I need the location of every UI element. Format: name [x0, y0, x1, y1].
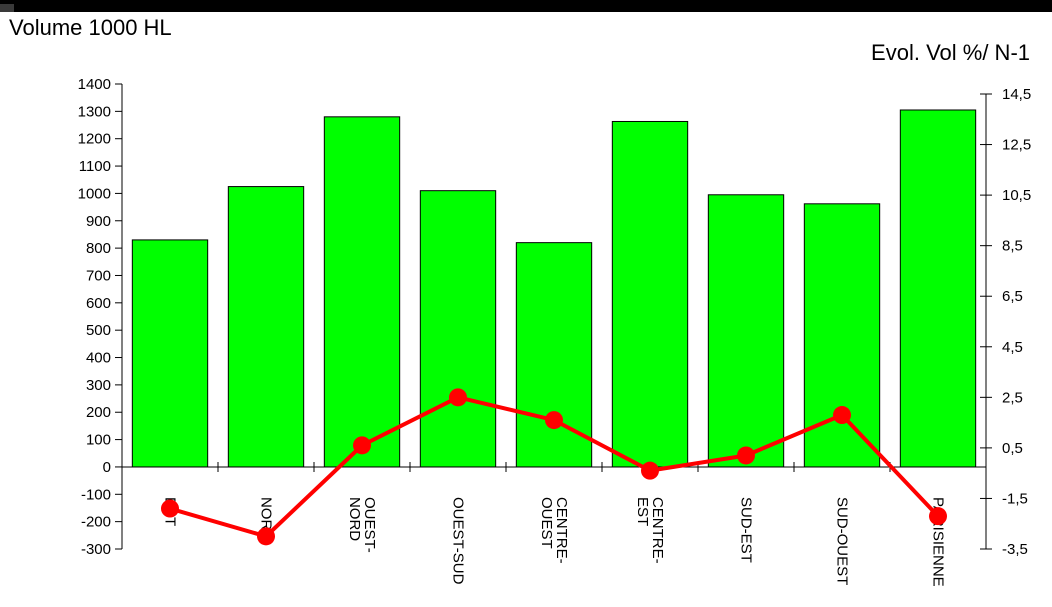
volume-bar — [515, 242, 593, 468]
evolution-point — [353, 436, 371, 455]
right-axis-tick-label: -1,5 — [1002, 490, 1028, 507]
category-label-line: CENTRE- — [553, 497, 570, 564]
right-axis-tick-label: 6,5 — [1002, 288, 1023, 305]
left-axis-tick-label: 500 — [86, 322, 111, 339]
left-axis-tick-label: 900 — [86, 213, 111, 230]
right-axis-tick-label: 10,5 — [1002, 187, 1031, 204]
category-label: CENTRE-OUEST — [538, 497, 570, 564]
category-label-line: OUEST — [538, 497, 555, 549]
title-bar-mark — [0, 4, 14, 12]
evolution-point — [737, 446, 755, 465]
evolution-point — [161, 499, 179, 518]
volume-bar — [899, 109, 977, 468]
category-label: OUEST-NORD — [346, 497, 378, 553]
left-axis-tick-label: 1400 — [78, 76, 111, 93]
category-label-line: SUD-OUEST — [834, 497, 851, 585]
category-label-line: NORD — [346, 497, 363, 541]
right-axis-tick-label: 14,5 — [1002, 86, 1031, 103]
category-label: SUD-OUEST — [834, 497, 851, 585]
category-label: SUD-EST — [738, 497, 755, 563]
left-axis-title: Volume 1000 HL — [9, 15, 172, 40]
right-axis-tick-label: 0,5 — [1002, 440, 1023, 457]
volume-bar — [611, 120, 689, 468]
right-axis: 14,5 12,5 10,5 8,5 6,5 4,5 2,5 0,5 -1,5 -3,5 — [980, 86, 1031, 558]
category-label: CENTRE-EST — [634, 497, 666, 564]
category-labels: ESTNORDOUEST-NORDOUEST-SUDCENTRE-OUESTCE… — [162, 497, 947, 587]
category-label-line: OUEST-SUD — [450, 497, 467, 585]
left-axis: 1400130012001100100090080070060050040030… — [78, 76, 123, 558]
right-axis-tick-label: -3,5 — [1002, 541, 1028, 558]
left-axis-tick-label: 1300 — [78, 103, 111, 120]
left-axis-tick-label: 200 — [86, 404, 111, 421]
right-axis-tick-label: 4,5 — [1002, 339, 1023, 356]
evolution-point — [833, 406, 851, 425]
volume-bar — [227, 186, 305, 468]
top-title-bar — [0, 0, 1052, 12]
left-axis-tick-label: 100 — [86, 432, 111, 449]
left-axis-tick-label: 1000 — [78, 185, 111, 202]
volume-bar — [419, 190, 497, 468]
evolution-point — [449, 388, 467, 407]
right-axis-tick-label: 2,5 — [1002, 389, 1023, 406]
evolution-point — [641, 461, 659, 480]
right-axis-tick-label: 8,5 — [1002, 238, 1023, 255]
category-label-line: EST — [634, 497, 651, 526]
left-axis-tick-label: 800 — [86, 240, 111, 257]
left-axis-tick-label: -100 — [81, 486, 111, 503]
volume-bar — [323, 116, 401, 468]
left-axis-tick-label: 0 — [103, 459, 111, 476]
left-axis-tick-label: -200 — [81, 514, 111, 531]
category-label: OUEST-SUD — [450, 497, 467, 585]
right-axis-tick-label: 12,5 — [1002, 137, 1031, 154]
category-label-line: OUEST- — [361, 497, 378, 553]
evolution-line-series — [161, 388, 947, 546]
left-axis-tick-label: 1100 — [79, 158, 111, 175]
left-axis-tick-label: 1200 — [78, 131, 111, 148]
right-axis-title: Evol. Vol %/ N-1 — [871, 40, 1030, 65]
left-axis-tick-label: 300 — [86, 377, 111, 394]
category-label-line: SUD-EST — [738, 497, 755, 563]
left-axis-tick-label: 600 — [86, 295, 111, 312]
category-label-line: CENTRE- — [649, 497, 666, 564]
volume-bar — [131, 239, 209, 468]
evolution-point — [545, 411, 563, 430]
left-axis-tick-label: 700 — [86, 267, 111, 284]
volume-bar — [707, 194, 785, 468]
evolution-point — [929, 507, 947, 526]
left-axis-tick-label: -300 — [81, 541, 111, 558]
left-axis-tick-label: 400 — [86, 350, 111, 367]
evolution-point — [257, 527, 275, 546]
